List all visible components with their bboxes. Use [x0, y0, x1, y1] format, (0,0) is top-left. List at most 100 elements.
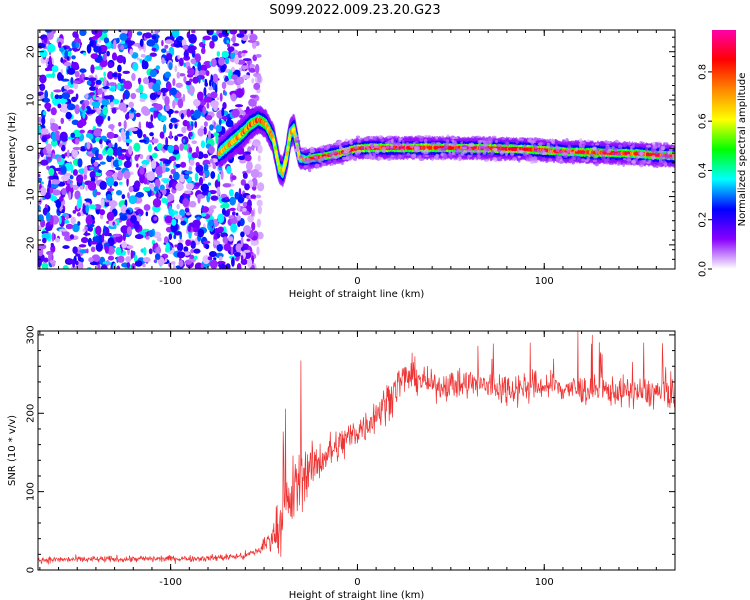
- noise-speck: [168, 62, 173, 71]
- noise-speck: [216, 186, 221, 197]
- ridge-fringe: [580, 145, 585, 149]
- noise-speck: [101, 98, 110, 106]
- noise-speck: [134, 234, 144, 240]
- noise-speck: [110, 156, 115, 161]
- ridge-fringe: [548, 158, 553, 162]
- ridge-fringe: [516, 148, 520, 154]
- noise-speck: [41, 136, 48, 143]
- ridge-fringe: [540, 150, 543, 154]
- noise-speck: [79, 129, 86, 134]
- noise-speck: [90, 246, 96, 253]
- noise-speck: [195, 164, 204, 174]
- noise-speck: [195, 145, 200, 155]
- ridge-fringe: [668, 147, 673, 153]
- ridge-fringe: [364, 155, 367, 158]
- noise-speck: [208, 251, 217, 258]
- noise-speck: [185, 182, 194, 191]
- noise-speck: [60, 57, 64, 63]
- noise-speck: [180, 220, 187, 226]
- ridge-fringe: [378, 156, 384, 161]
- noise-speck: [72, 246, 78, 254]
- noise-speck: [185, 212, 192, 216]
- noise-speck: [214, 227, 219, 234]
- noise-speck: [189, 254, 195, 260]
- ridge-fringe: [445, 139, 450, 144]
- ridge-fringe: [550, 138, 555, 144]
- noise-speck: [86, 141, 91, 150]
- noise-speck: [112, 233, 121, 238]
- noise-speck: [107, 188, 115, 192]
- noise-speck: [148, 229, 154, 238]
- ridge-fringe: [436, 142, 441, 145]
- noise-speck: [209, 259, 218, 269]
- noise-speck: [191, 30, 196, 34]
- noise-speck: [52, 152, 56, 159]
- noise-speck: [141, 159, 150, 166]
- noise-speck: [159, 161, 163, 168]
- noise-speck: [121, 194, 126, 200]
- ridge-fringe: [479, 139, 484, 143]
- colorbar-tick-label: 0.2: [698, 212, 709, 228]
- noise-speck: [69, 174, 74, 180]
- noise-speck: [125, 130, 130, 138]
- ridge-fringe: [616, 152, 622, 156]
- noise-speck: [120, 79, 124, 84]
- noise-speck: [89, 86, 97, 91]
- noise-speck: [103, 225, 107, 235]
- noise-speck: [77, 158, 83, 168]
- noise-speck: [240, 254, 244, 262]
- noise-speck: [180, 113, 184, 120]
- noise-speck: [40, 181, 44, 185]
- ridge-fringe: [451, 151, 456, 156]
- noise-speck: [46, 212, 51, 222]
- noise-speck: [226, 165, 232, 175]
- noise-speck: [67, 51, 72, 57]
- noise-speck: [156, 236, 162, 242]
- noise-speck: [118, 181, 123, 185]
- noise-speck: [138, 84, 144, 94]
- noise-speck: [220, 65, 226, 73]
- ridge-fringe: [558, 155, 563, 160]
- noise-speck: [227, 46, 235, 52]
- ridge-fringe: [626, 162, 631, 166]
- ridge-fringe: [393, 155, 399, 160]
- ridge-fringe: [444, 142, 449, 148]
- noise-speck: [48, 55, 52, 66]
- ridge-fringe: [372, 136, 377, 141]
- noise-speck: [66, 67, 76, 75]
- noise-speck: [170, 222, 178, 233]
- top-xtick-label: 0: [354, 276, 360, 287]
- noise-speck: [208, 145, 215, 154]
- noise-speck: [251, 221, 256, 231]
- noise-speck: [80, 257, 84, 263]
- ridge-fringe: [596, 148, 600, 151]
- ridge-fringe: [350, 155, 354, 159]
- noise-speck: [221, 107, 225, 117]
- noise-speck: [44, 226, 53, 232]
- noise-speck: [80, 236, 89, 244]
- noise-speck: [231, 108, 240, 118]
- noise-speck: [85, 215, 93, 225]
- ridge-fringe: [296, 156, 300, 161]
- noise-speck: [238, 67, 243, 72]
- noise-speck: [101, 232, 105, 243]
- noise-speck: [66, 103, 76, 111]
- noise-speck: [164, 71, 172, 78]
- noise-speck: [182, 93, 186, 102]
- ridge-fringe: [428, 135, 431, 138]
- noise-speck: [74, 190, 81, 200]
- noise-speck: [220, 232, 229, 238]
- ridge-fringe: [541, 157, 547, 161]
- ridge-fringe: [470, 150, 474, 155]
- noise-speck: [74, 137, 80, 145]
- noise-speck: [189, 131, 193, 137]
- noise-speck: [164, 39, 174, 44]
- ridge-fringe: [640, 155, 644, 159]
- noise-speck: [45, 143, 52, 152]
- noise-speck: [44, 90, 49, 100]
- noise-speck: [193, 109, 202, 119]
- noise-speck: [237, 202, 241, 212]
- noise-speck: [247, 206, 253, 212]
- noise-speck: [72, 210, 77, 214]
